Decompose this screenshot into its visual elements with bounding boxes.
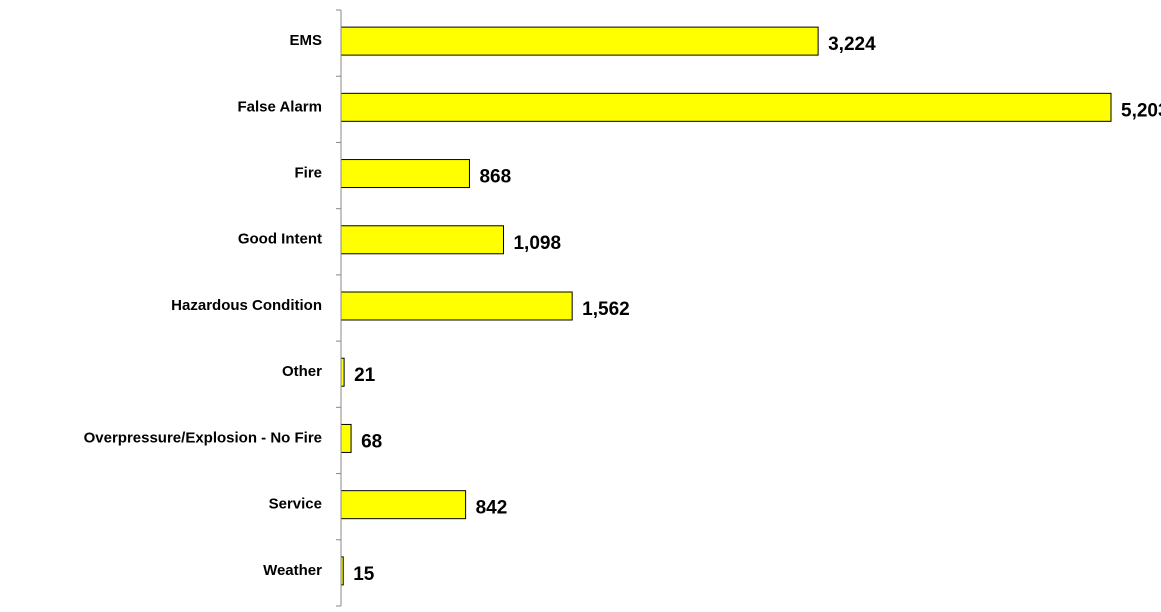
bar <box>340 423 352 453</box>
y-tick-label: Service <box>269 496 322 513</box>
y-tick-label: False Alarm <box>238 98 323 115</box>
bar <box>340 291 573 321</box>
bar <box>340 225 504 255</box>
y-tick-label: Fire <box>294 165 322 182</box>
y-tick-label: Good Intent <box>238 231 322 248</box>
data-label: 15 <box>353 564 375 585</box>
bar <box>340 159 470 189</box>
bar <box>340 92 1112 122</box>
data-label: 842 <box>476 498 508 519</box>
data-label: 1,098 <box>513 233 561 254</box>
y-tick-label: Overpressure/Explosion - No Fire <box>84 429 322 446</box>
y-tick-label: Other <box>282 363 322 380</box>
y-tick-label: Hazardous Condition <box>171 297 322 314</box>
data-label: 1,562 <box>582 299 630 320</box>
data-label: 3,224 <box>828 34 876 55</box>
bar <box>340 490 467 520</box>
data-label: 868 <box>479 167 511 188</box>
data-label: 68 <box>361 431 382 452</box>
y-tick-label: EMS <box>289 32 322 49</box>
data-label: 5,203 <box>1121 100 1161 121</box>
y-tick-label: Weather <box>263 562 322 579</box>
bar <box>340 26 819 56</box>
data-label: 21 <box>354 365 376 386</box>
